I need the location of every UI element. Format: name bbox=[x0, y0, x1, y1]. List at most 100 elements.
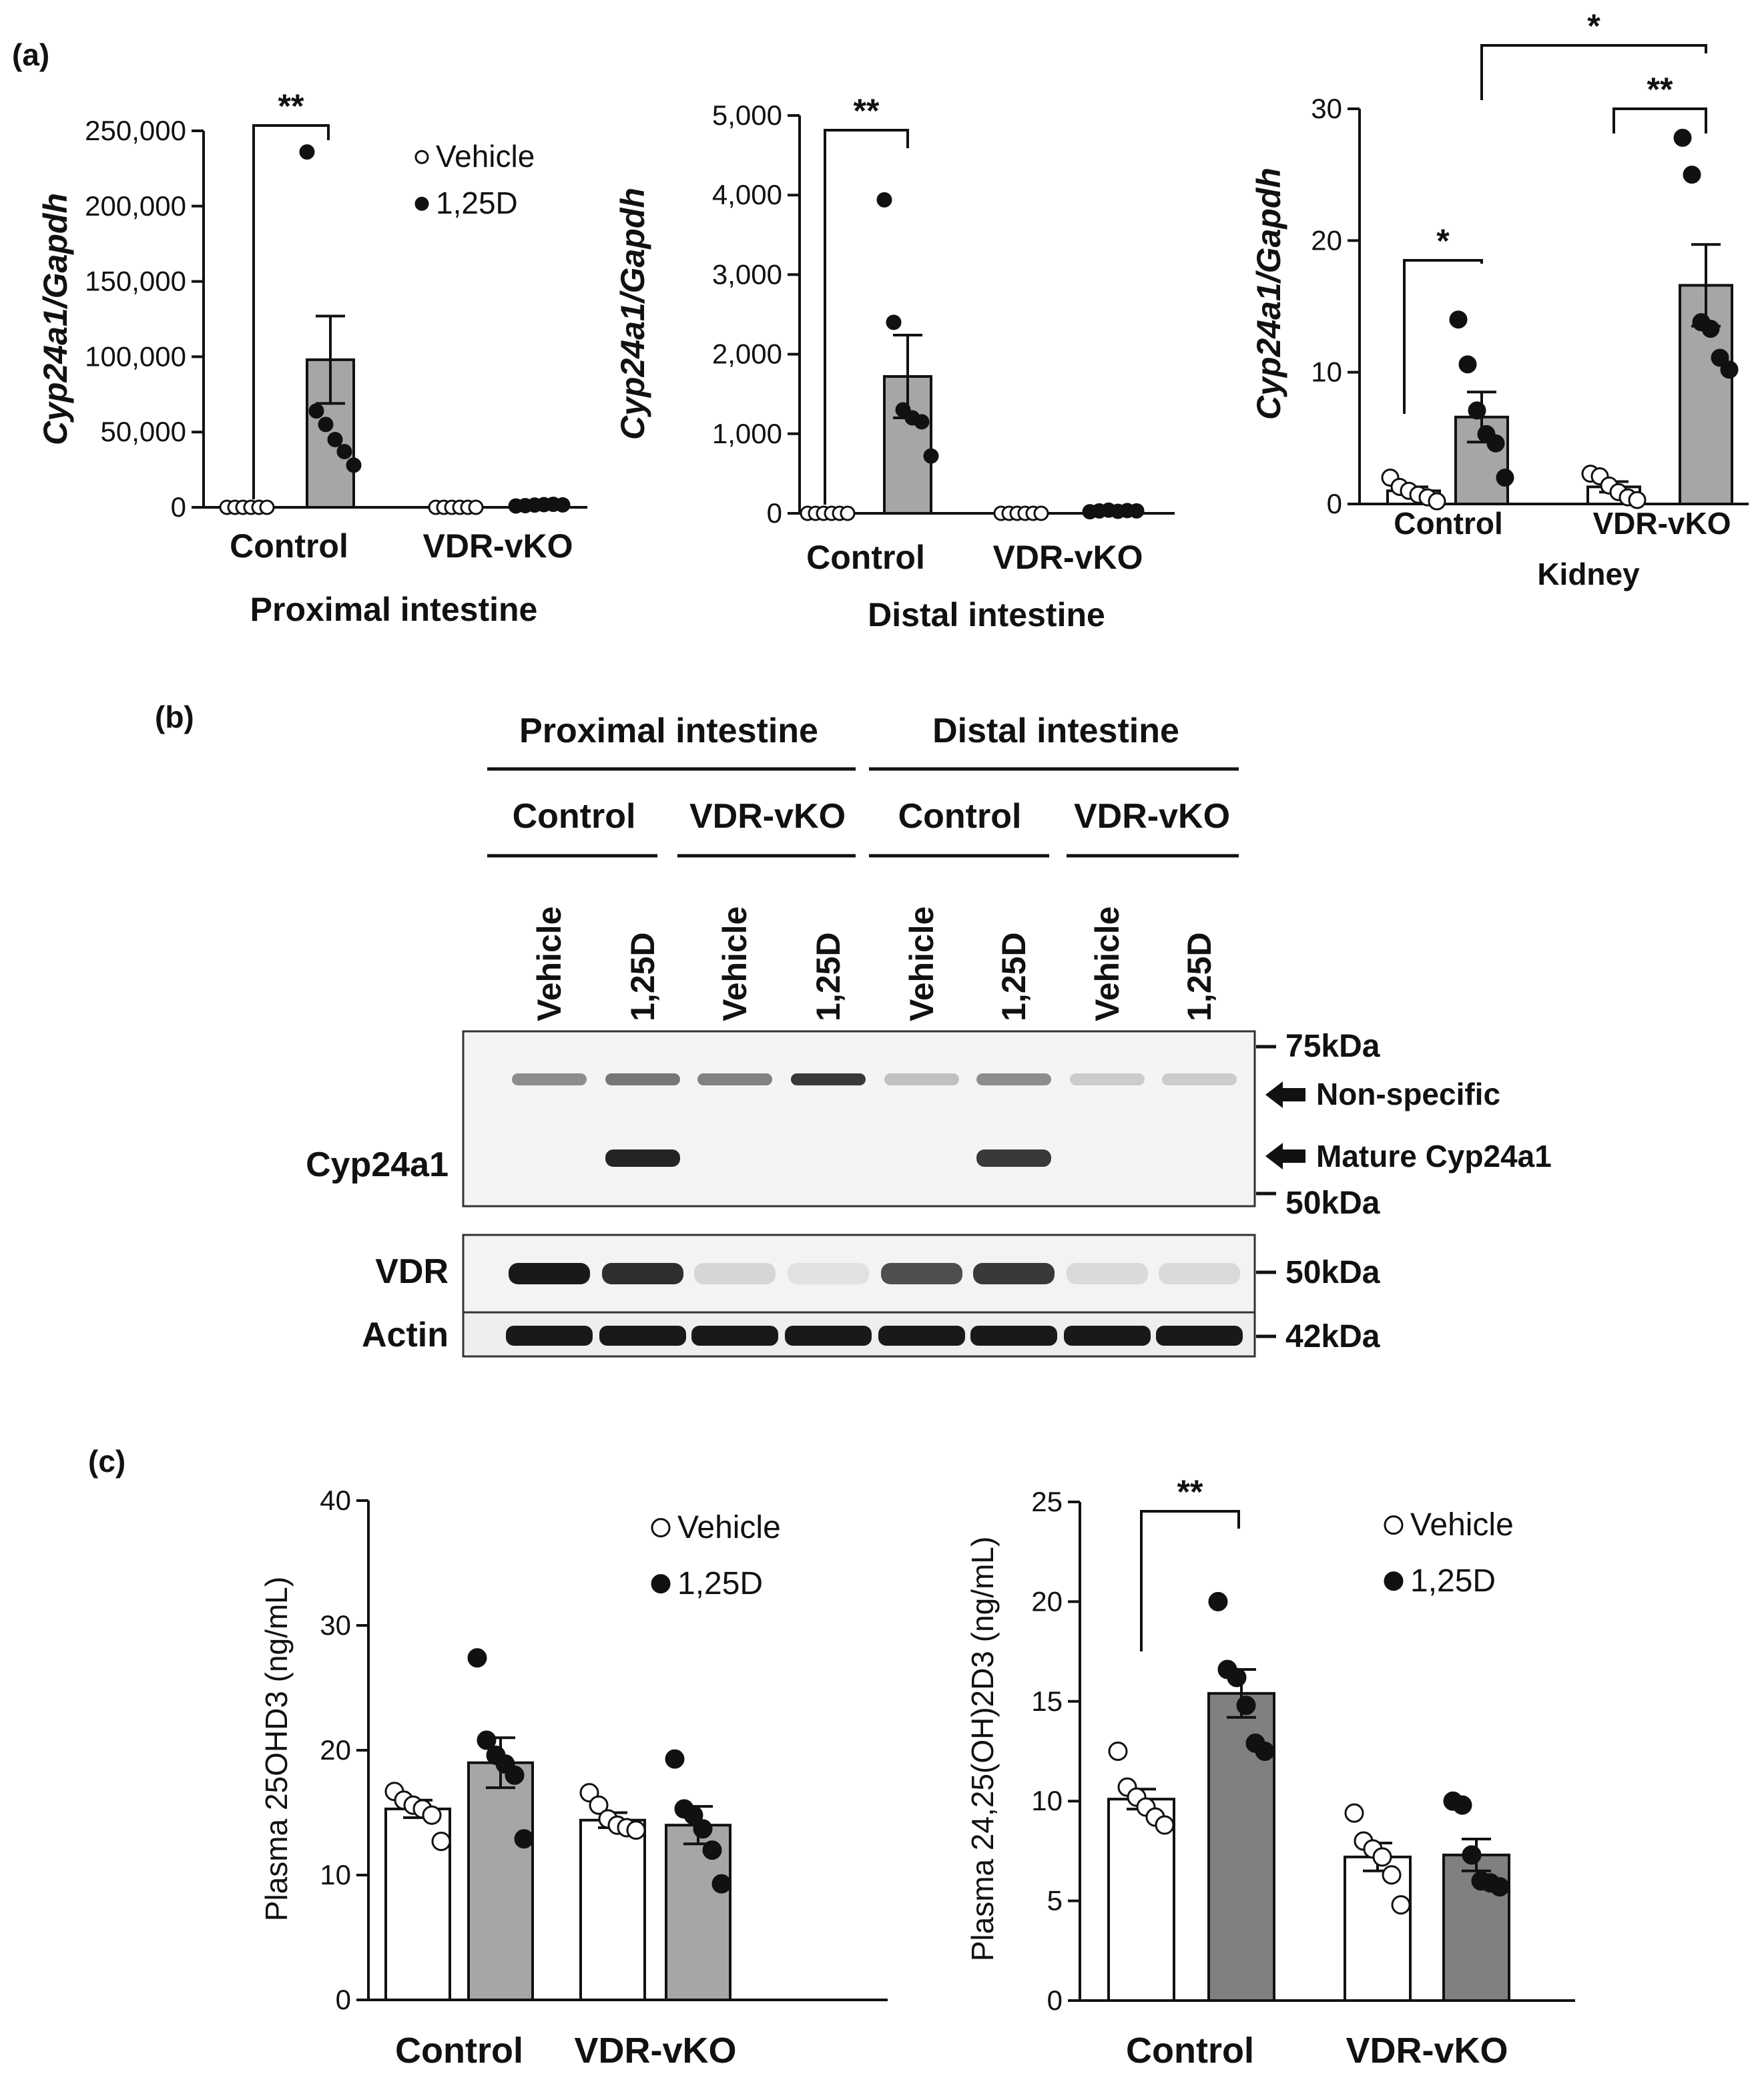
legend-vehicle-label: Vehicle bbox=[677, 1510, 781, 1545]
significance-label: * bbox=[1436, 222, 1450, 260]
y-tick-label: 250,000 bbox=[85, 115, 186, 146]
arrow-mature-icon bbox=[1265, 1143, 1305, 1170]
y-tick-label: 40 bbox=[320, 1485, 351, 1516]
significance-bracket bbox=[1480, 44, 1707, 100]
band-nonspecific bbox=[976, 1073, 1051, 1085]
band-actin bbox=[1156, 1326, 1243, 1346]
blot-lane-label: 1,25D bbox=[995, 933, 1033, 1021]
data-point-vehicle bbox=[840, 505, 856, 521]
bar-treated bbox=[665, 1824, 731, 2001]
blot-region-proximal: Proximal intestine bbox=[519, 712, 818, 750]
significance-bracket bbox=[824, 129, 909, 505]
blot-row-label-cyp24a1: Cyp24a1 bbox=[306, 1145, 449, 1184]
y-tick-label: 4,000 bbox=[712, 179, 782, 210]
data-point-treated bbox=[1673, 128, 1692, 147]
bar-vehicle bbox=[579, 1818, 646, 2001]
data-point-treated bbox=[1720, 360, 1739, 379]
significance-label: ** bbox=[854, 92, 880, 129]
chart-plasma-2425oh2d3: 0 5 10 15 20 25 Plasma 24,25(OH)2D3 (ng/mL) Con… bbox=[965, 1473, 1575, 2071]
data-point-vehicle bbox=[259, 499, 275, 515]
data-point-vehicle bbox=[1033, 505, 1049, 521]
y-tick-label: 50,000 bbox=[101, 416, 186, 447]
data-point-treated bbox=[711, 1874, 731, 1894]
y-tick-label: 30 bbox=[320, 1609, 351, 1641]
y-tick-label: 150,000 bbox=[85, 266, 186, 297]
band-nonspecific bbox=[605, 1073, 680, 1085]
y-tick-label: 0 bbox=[171, 491, 186, 523]
significance-label: ** bbox=[1647, 71, 1673, 108]
panel-label-b: (b) bbox=[155, 700, 194, 734]
y-tick-label: 10 bbox=[1311, 356, 1342, 388]
y-tick-label: 0 bbox=[336, 1984, 351, 2015]
panel-label-a: (a) bbox=[12, 37, 49, 72]
data-point-treated bbox=[1701, 320, 1720, 338]
band-vdr bbox=[602, 1263, 683, 1284]
y-tick-label: 100,000 bbox=[85, 340, 186, 372]
y-tick-label: 30 bbox=[1311, 93, 1342, 124]
x-axis-label: Distal intestine bbox=[868, 596, 1105, 633]
band-actin bbox=[506, 1326, 593, 1346]
x-category-label: VDR-vKO bbox=[422, 527, 573, 565]
band-nonspecific bbox=[697, 1073, 772, 1085]
bar-treated bbox=[467, 1761, 534, 2001]
legend-treated-marker bbox=[1384, 1571, 1404, 1591]
data-point-vehicle bbox=[1428, 492, 1446, 511]
significance-label: ** bbox=[1177, 1473, 1203, 1511]
annotation-nonspecific: Non-specific bbox=[1316, 1077, 1500, 1111]
data-point-treated bbox=[327, 431, 343, 447]
marker-50kda-vdr: 50kDa bbox=[1285, 1255, 1380, 1290]
data-point-treated bbox=[702, 1840, 722, 1860]
y-tick-label: 5,000 bbox=[712, 99, 782, 131]
y-tick-label: 10 bbox=[1031, 1785, 1063, 1816]
significance-bracket bbox=[252, 124, 330, 499]
data-point-vehicle bbox=[1155, 1815, 1175, 1835]
data-point-treated bbox=[477, 1730, 497, 1750]
blot-lane-label: Vehicle bbox=[903, 906, 940, 1021]
data-point-treated bbox=[1486, 434, 1505, 453]
legend-vehicle-label: Vehicle bbox=[1410, 1507, 1514, 1543]
band-nonspecific bbox=[884, 1073, 959, 1085]
chart-distal-intestine: 0 1,000 2,000 3,000 4,000 5,000 Cyp24a1/Gapdh C… bbox=[614, 92, 1175, 633]
y-tick-label: 2,000 bbox=[712, 338, 782, 370]
x-category-label: Control bbox=[395, 2031, 523, 2071]
band-vdr bbox=[881, 1263, 962, 1284]
significance-bracket bbox=[1403, 259, 1483, 414]
data-point-treated bbox=[693, 1819, 713, 1839]
legend-treated-marker bbox=[414, 196, 429, 211]
data-point-treated bbox=[876, 192, 892, 208]
band-vdr bbox=[1067, 1263, 1148, 1284]
data-point-treated bbox=[1227, 1667, 1247, 1687]
data-point-treated bbox=[1452, 1795, 1472, 1815]
arrow-nonspecific-icon bbox=[1265, 1081, 1305, 1108]
x-category-label: VDR-vKO bbox=[1592, 506, 1731, 541]
x-category-label: VDR-vKO bbox=[574, 2031, 736, 2071]
blot-genotype-2: VDR-vKO bbox=[689, 797, 846, 836]
significance-label: ** bbox=[278, 87, 304, 125]
data-point-vehicle bbox=[1628, 491, 1647, 509]
marker-75kda: 75kDa bbox=[1285, 1029, 1380, 1064]
marker-42kda: 42kDa bbox=[1285, 1319, 1380, 1354]
data-point-vehicle bbox=[589, 1795, 609, 1815]
band-vdr bbox=[694, 1263, 776, 1284]
significance-bracket bbox=[1612, 107, 1707, 134]
band-actin bbox=[785, 1326, 872, 1346]
x-category-label: VDR-vKO bbox=[992, 539, 1143, 576]
y-tick-label: 3,000 bbox=[712, 258, 782, 290]
chart-kidney: 0 10 20 30 Cyp24a1/Gapdh Control VDR-vKO Kidney… bbox=[1250, 7, 1749, 591]
band-nonspecific bbox=[512, 1073, 587, 1085]
chart-proximal-intestine: 0 50,000 100,000 150,000 200,000 250,000 Cyp24… bbox=[37, 87, 587, 628]
blot-genotype-1: Control bbox=[513, 797, 636, 836]
data-point-treated bbox=[683, 1805, 703, 1825]
legend-vehicle-marker bbox=[1384, 1515, 1404, 1535]
data-point-vehicle bbox=[1372, 1847, 1392, 1867]
y-tick-label: 15 bbox=[1031, 1685, 1063, 1717]
data-point-vehicle bbox=[468, 499, 484, 515]
band-actin bbox=[970, 1326, 1057, 1346]
y-tick-label: 0 bbox=[1047, 1985, 1063, 2016]
bar-treated bbox=[1454, 415, 1509, 506]
band-actin bbox=[599, 1326, 686, 1346]
data-point-treated bbox=[1458, 355, 1477, 374]
y-tick-label: 1,000 bbox=[712, 418, 782, 449]
y-tick-label: 5 bbox=[1047, 1885, 1063, 1916]
annotation-mature-cyp24a1: Mature Cyp24a1 bbox=[1316, 1139, 1552, 1174]
